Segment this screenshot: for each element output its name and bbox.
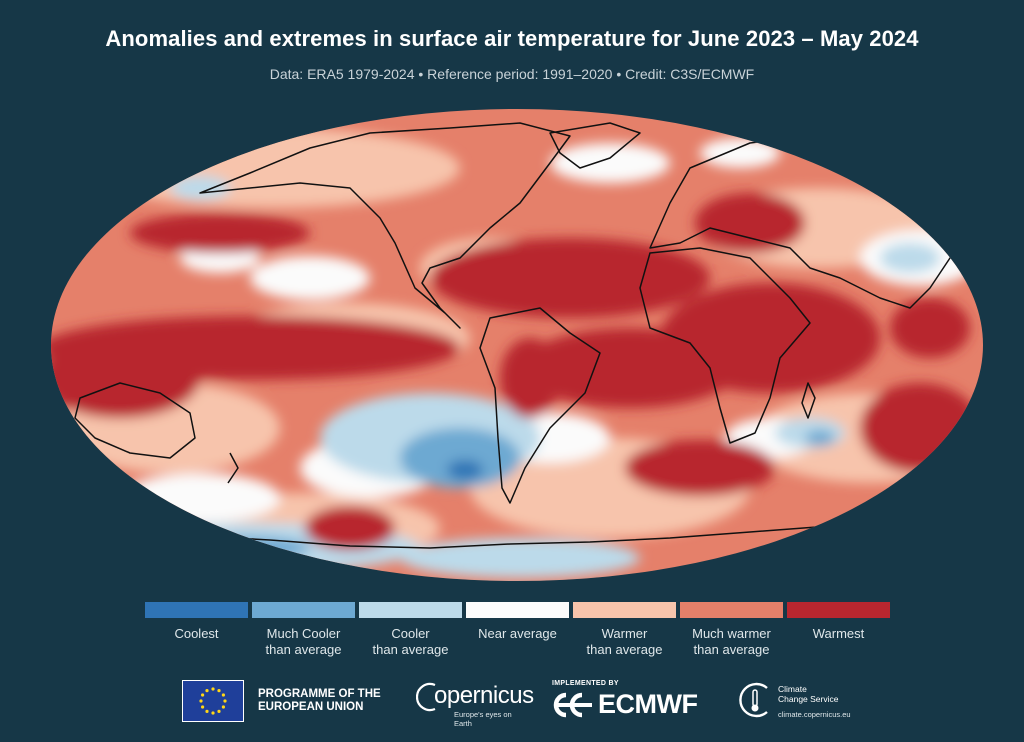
legend-item-warmest: Warmest (787, 602, 890, 642)
page-title: Anomalies and extremes in surface air te… (105, 26, 919, 51)
legend-swatch (573, 602, 676, 618)
legend-label: Warmest (812, 626, 865, 641)
legend-item-much-warmer: Much warmer than average (680, 602, 783, 658)
legend-label: Warmer than average (586, 626, 663, 657)
copernicus-tagline: Europe's eyes on Earth (454, 710, 512, 728)
legend-swatch (787, 602, 890, 618)
ecmwf-wordmark: ECMWF (598, 689, 698, 719)
legend-swatch (359, 602, 462, 618)
legend-label: Cooler than average (372, 626, 449, 657)
legend-item-near-average: Near average (466, 602, 569, 642)
legend-item-much-cooler: Much Cooler than average (252, 602, 355, 658)
copernicus-logo-icon (416, 682, 436, 712)
ecmwf-logo: IMPLEMENTED BY ECMWF (552, 680, 722, 724)
legend-label: Near average (478, 626, 557, 641)
eu-flag-icon (182, 680, 244, 722)
legend-swatch (145, 602, 248, 618)
legend-label: Much Cooler than average (265, 626, 342, 657)
ecmwf-logo-icon (553, 692, 592, 718)
eu-programme-label: PROGRAMME OF THE EUROPEAN UNION (258, 688, 381, 713)
legend-item-cooler: Cooler than average (359, 602, 462, 658)
c3s-logo-icon (739, 682, 768, 718)
legend-swatch (252, 602, 355, 618)
temperature-anomaly-map (50, 108, 984, 582)
copernicus-logo: opernicus Europe's eyes on Earth (416, 678, 534, 728)
c3s-logo: Climate Change Service climate.copernicu… (736, 680, 856, 724)
ecmwf-implemented-label: IMPLEMENTED BY (552, 680, 619, 687)
legend-item-coolest: Coolest (145, 602, 248, 642)
footer-logos: PROGRAMME OF THE EUROPEAN UNION opernicu… (0, 678, 1024, 728)
page-subtitle: Data: ERA5 1979-2024 • Reference period:… (269, 66, 755, 82)
copernicus-wordmark: opernicus (434, 682, 534, 709)
c3s-url: climate.copernicus.eu (778, 710, 851, 719)
legend-swatch (680, 602, 783, 618)
legend-label: Coolest (174, 626, 219, 641)
legend-label: Much warmer than average (692, 626, 771, 657)
legend-item-warmer: Warmer than average (573, 602, 676, 658)
legend-swatch (466, 602, 569, 618)
c3s-service-name: Climate Change Service (778, 684, 839, 704)
